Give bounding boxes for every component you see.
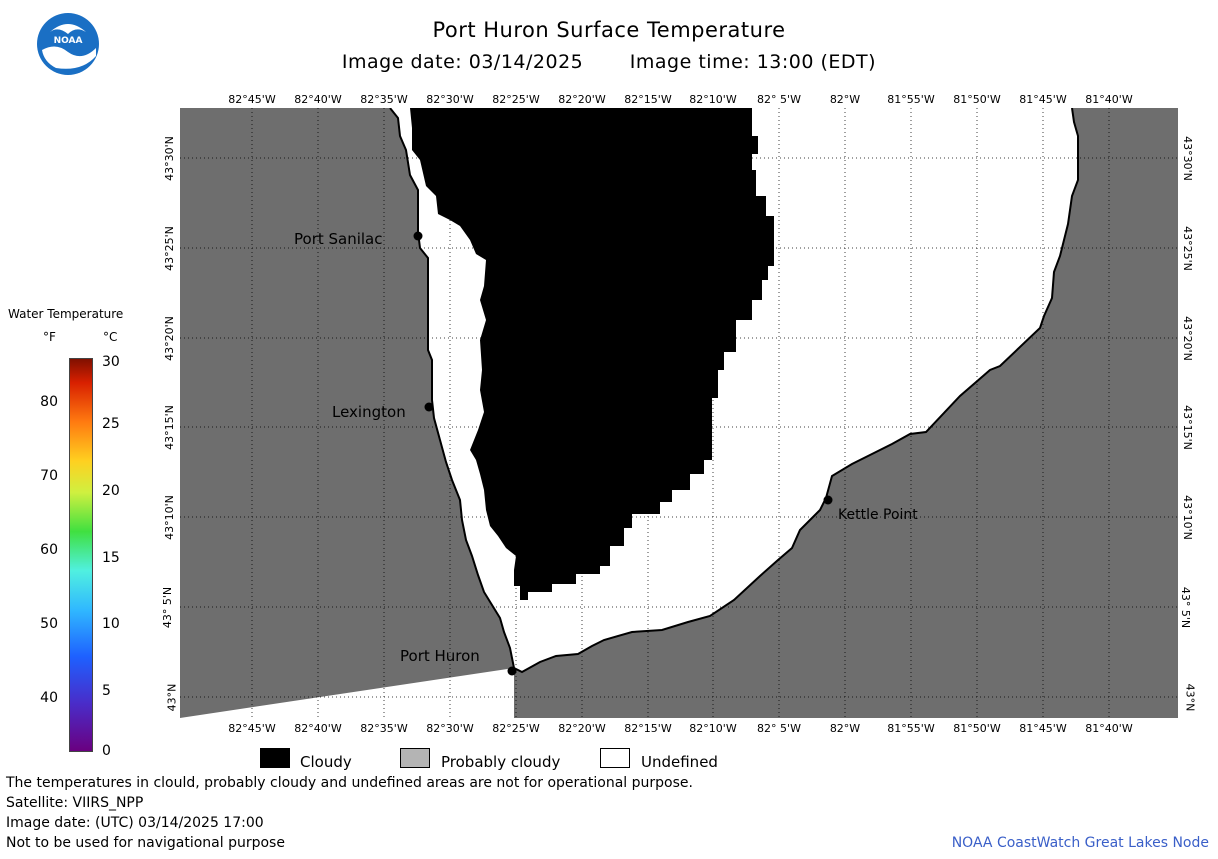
lat-label: 43°15'N bbox=[162, 405, 176, 450]
lat-label: 43°20'N bbox=[162, 316, 176, 361]
image-time: Image time: 13:00 (EDT) bbox=[629, 51, 877, 73]
colorbar-tick-c: 10 bbox=[102, 616, 120, 632]
port-huron-label: Port Huron bbox=[400, 647, 480, 665]
lat-label: 43°N bbox=[1183, 683, 1197, 712]
colorbar-unit-f: °F bbox=[43, 330, 56, 344]
colorbar-tick-c: 5 bbox=[102, 683, 111, 699]
noaa-logo: NOAA bbox=[37, 13, 99, 75]
map-subtitle: Image date: 03/14/2025 Image time: 13:00… bbox=[0, 51, 1218, 73]
lat-label: 43°25'N bbox=[1180, 226, 1194, 271]
lat-label: 43°30'N bbox=[1180, 136, 1194, 181]
lon-label: 82°30'W bbox=[426, 722, 474, 735]
colorbar-tick-f: 40 bbox=[40, 690, 58, 706]
lon-label: 82°10'W bbox=[689, 93, 737, 106]
lat-label: 43° 5'N bbox=[161, 586, 175, 629]
lexington-label: Lexington bbox=[332, 403, 406, 421]
kettle-point-marker bbox=[823, 495, 833, 505]
lon-label: 82° 5'W bbox=[757, 93, 801, 106]
colorbar-tick-f: 50 bbox=[40, 616, 58, 632]
lon-label: 81°45'W bbox=[1019, 93, 1067, 106]
lon-label: 82°25'W bbox=[492, 722, 540, 735]
satellite-text: Satellite: VIIRS_NPP bbox=[6, 795, 144, 811]
land-ontario bbox=[180, 108, 1178, 718]
lat-label: 43°25'N bbox=[162, 226, 176, 271]
legend-label-undefined: Undefined bbox=[641, 753, 718, 771]
colorbar-tick-c: 15 bbox=[102, 550, 120, 566]
port-huron-marker bbox=[507, 666, 517, 676]
lon-label: 82°15'W bbox=[624, 93, 672, 106]
image-date: Image date: 03/14/2025 bbox=[341, 51, 584, 73]
lat-label: 43°30'N bbox=[162, 136, 176, 181]
colorbar-tick-c: 30 bbox=[102, 354, 120, 370]
lexington-marker bbox=[424, 402, 434, 412]
lon-label: 81°40'W bbox=[1085, 722, 1133, 735]
colorbar-tick-f: 60 bbox=[40, 542, 58, 558]
legend-swatch-cloudy bbox=[260, 748, 290, 768]
lon-label: 82°20'W bbox=[558, 722, 606, 735]
port-sanilac-label: Port Sanilac bbox=[294, 230, 383, 248]
lat-label: 43° 5'N bbox=[1179, 586, 1193, 629]
lon-label: 82°45'W bbox=[228, 722, 276, 735]
lon-label: 82°20'W bbox=[558, 93, 606, 106]
colorbar-tick-f: 80 bbox=[40, 394, 58, 410]
colorbar-tick-c: 25 bbox=[102, 416, 120, 432]
lon-label: 81°40'W bbox=[1085, 93, 1133, 106]
colorbar-tick-c: 20 bbox=[102, 483, 120, 499]
lon-label: 82°10'W bbox=[689, 722, 737, 735]
colorbar-unit-c: °C bbox=[103, 330, 118, 344]
lon-label: 81°55'W bbox=[887, 93, 935, 106]
cloud-mask bbox=[410, 108, 774, 600]
lat-label: 43°10'N bbox=[162, 495, 176, 540]
lat-label: 43°20'N bbox=[1180, 316, 1194, 361]
lon-label: 81°50'W bbox=[953, 722, 1001, 735]
lat-label: 43°10'N bbox=[1180, 495, 1194, 540]
colorbar-tick-f: 70 bbox=[40, 468, 58, 484]
shoreline-west bbox=[389, 108, 515, 669]
shoreline-east bbox=[513, 108, 1079, 674]
lon-label: 82°45'W bbox=[228, 93, 276, 106]
legend-swatch-probably-cloudy bbox=[400, 748, 430, 768]
lon-label: 82°W bbox=[829, 93, 861, 106]
lat-label: 43°N bbox=[165, 683, 179, 712]
lon-label: 82°40'W bbox=[294, 93, 342, 106]
kettle-point-label: Kettle Point bbox=[838, 507, 918, 523]
svg-text:NOAA: NOAA bbox=[54, 36, 83, 46]
disclaimer-text: The temperatures in clould, probably clo… bbox=[6, 775, 693, 791]
land-michigan bbox=[180, 108, 514, 718]
lon-label: 82° 5'W bbox=[757, 722, 801, 735]
lat-label: 43°15'N bbox=[1180, 405, 1194, 450]
map-title: Port Huron Surface Temperature bbox=[432, 18, 786, 42]
utc-date-text: Image date: (UTC) 03/14/2025 17:00 bbox=[6, 815, 264, 831]
lon-label: 82°W bbox=[829, 722, 861, 735]
temperature-colorbar bbox=[69, 358, 93, 752]
lon-label: 82°25'W bbox=[492, 93, 540, 106]
lon-label: 82°35'W bbox=[360, 93, 408, 106]
credit-text: NOAA CoastWatch Great Lakes Node bbox=[951, 835, 1209, 851]
lon-label: 82°15'W bbox=[624, 722, 672, 735]
lon-label: 81°50'W bbox=[953, 93, 1001, 106]
colorbar-tick-c: 0 bbox=[102, 743, 111, 759]
lon-label: 81°55'W bbox=[887, 722, 935, 735]
graticule bbox=[180, 108, 1178, 718]
legend-label-cloudy: Cloudy bbox=[300, 753, 352, 771]
colorbar-title: Water Temperature bbox=[8, 307, 124, 321]
port-sanilac-marker bbox=[413, 231, 423, 241]
navigation-warning-text: Not to be used for navigational purpose bbox=[6, 835, 285, 851]
legend-label-probably-cloudy: Probably cloudy bbox=[441, 753, 561, 771]
legend-swatch-undefined bbox=[600, 748, 630, 768]
lake-huron-map bbox=[180, 108, 1178, 718]
lon-label: 81°45'W bbox=[1019, 722, 1067, 735]
lon-label: 82°40'W bbox=[294, 722, 342, 735]
lon-label: 82°30'W bbox=[426, 93, 474, 106]
lon-label: 82°35'W bbox=[360, 722, 408, 735]
